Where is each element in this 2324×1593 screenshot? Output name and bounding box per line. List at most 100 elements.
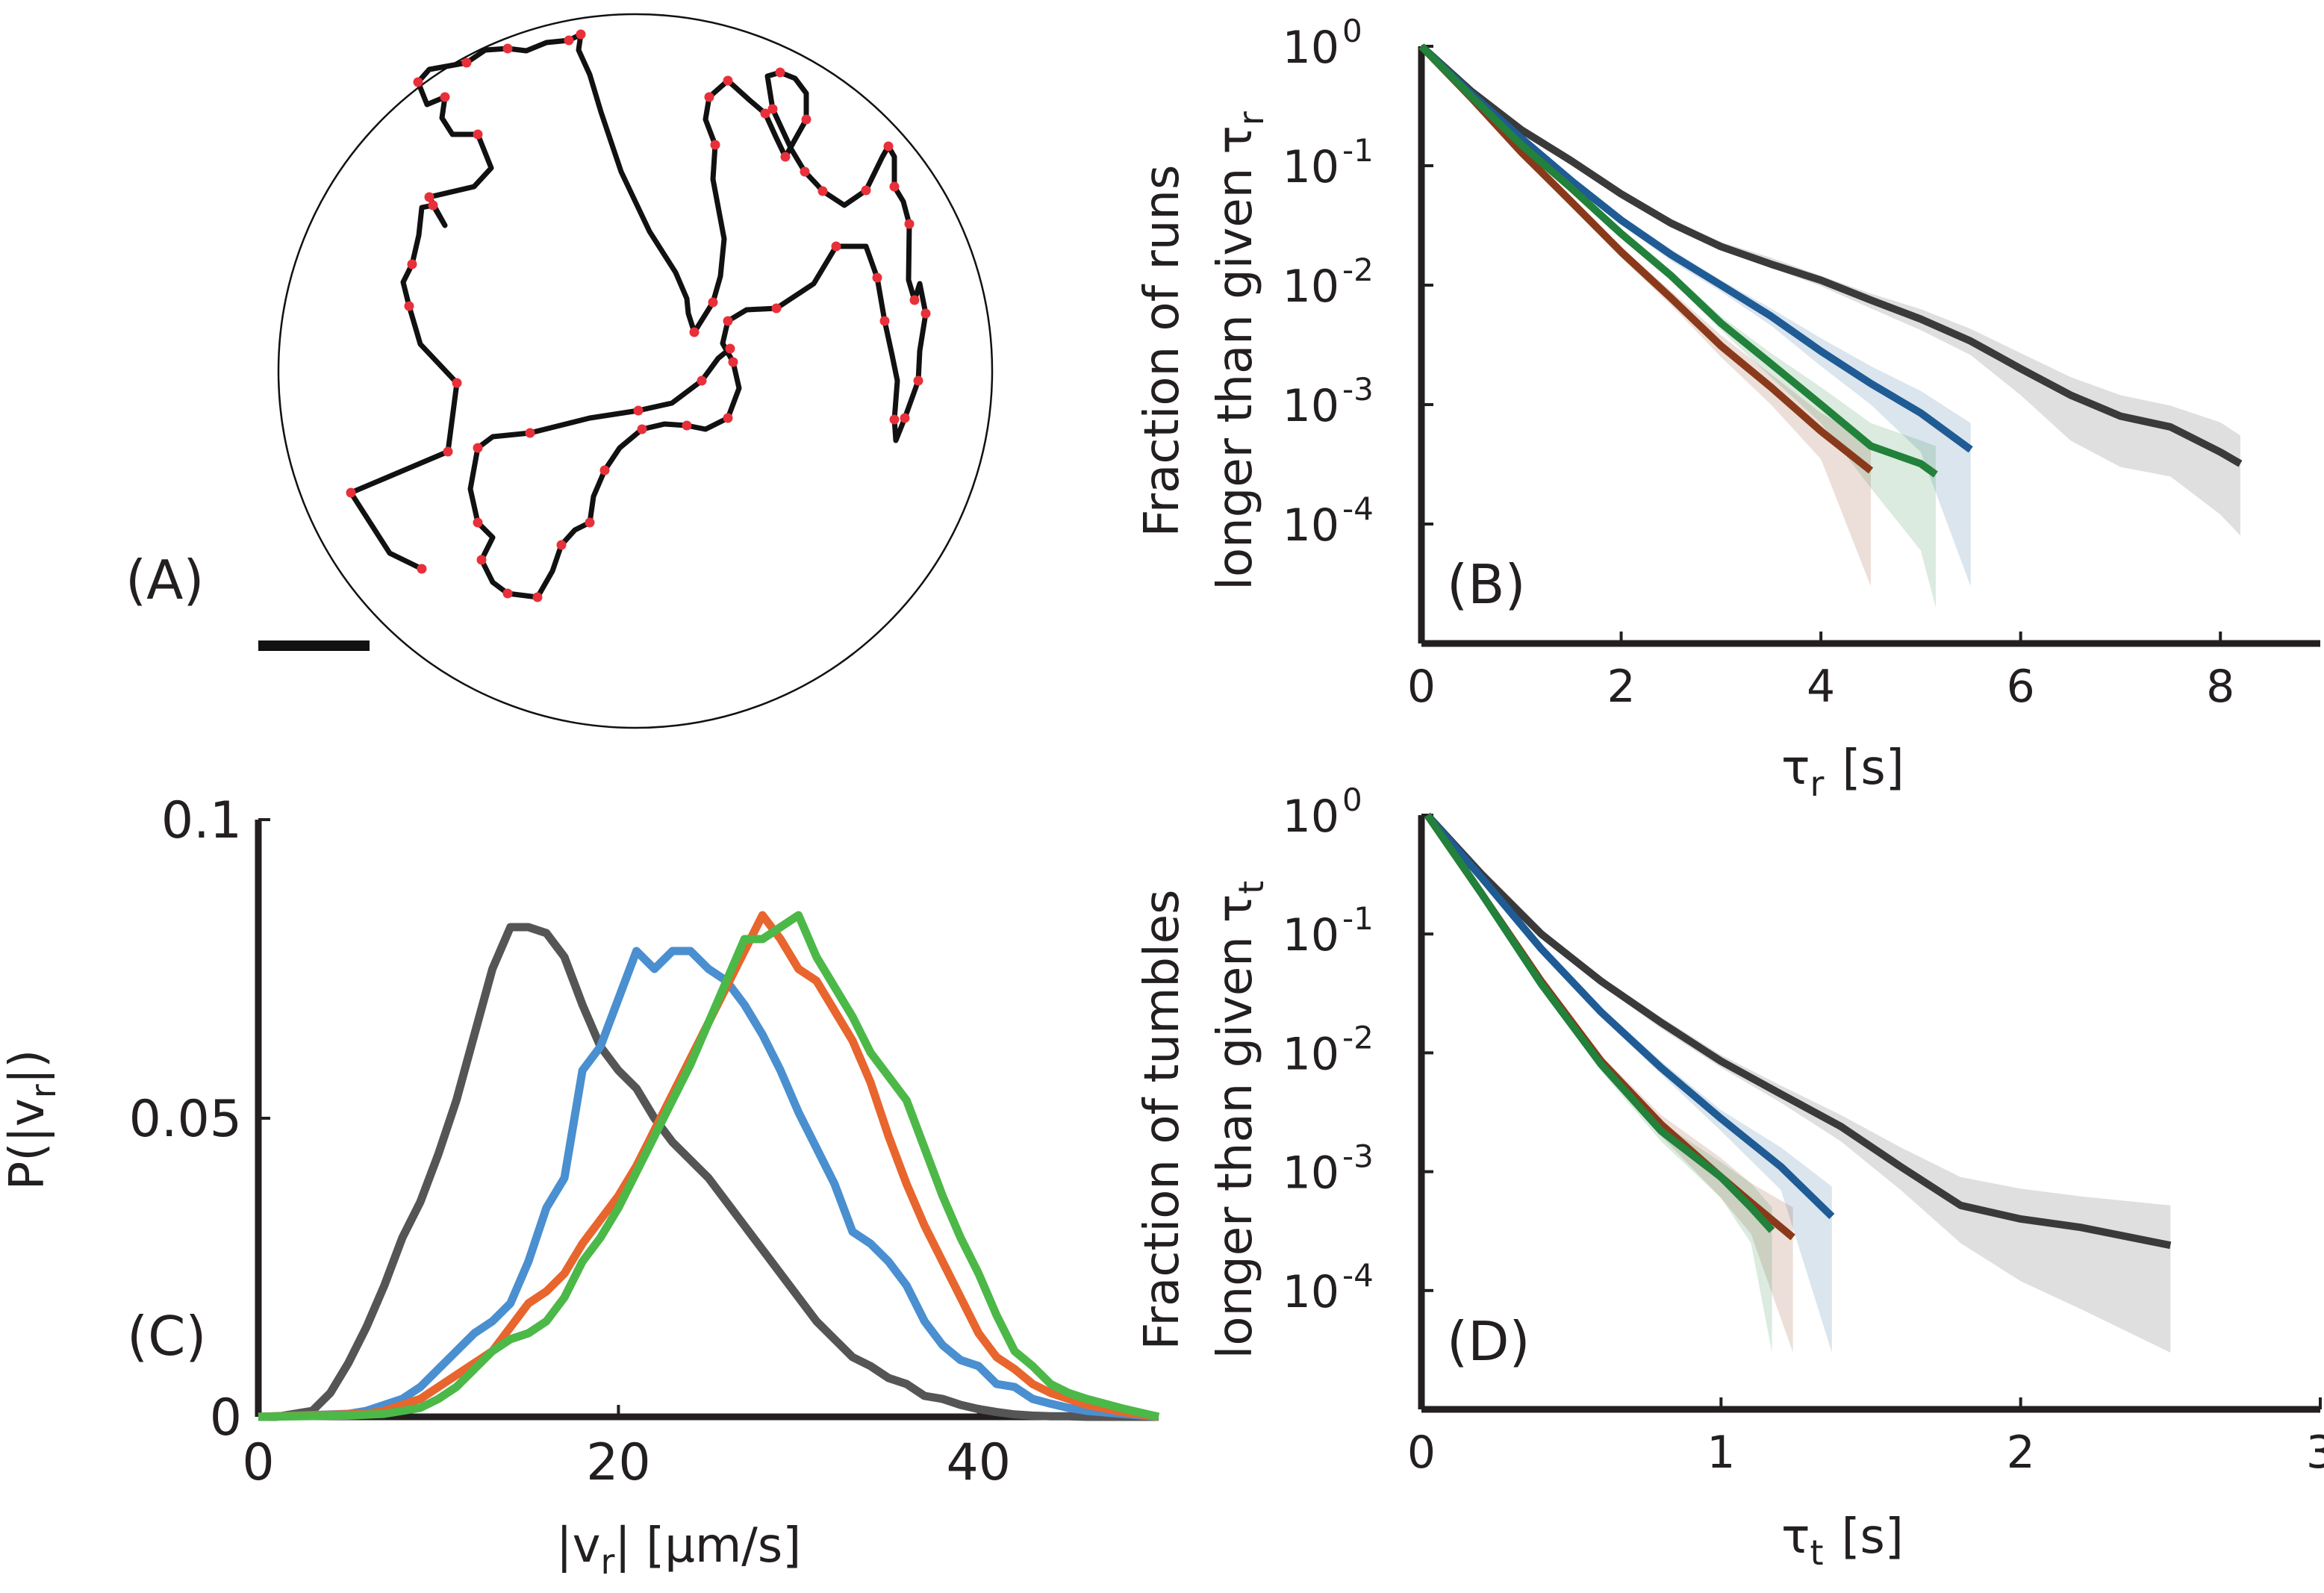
panel-d-ylabel: Fraction of tumbles longer than givenτt (1135, 881, 1271, 1359)
x-tick-label: 0 (1407, 1427, 1436, 1479)
x-tick-label: 2 (1607, 661, 1635, 713)
tumble-marker (800, 166, 810, 177)
tumble-marker (697, 375, 707, 386)
series-line-green (1424, 813, 1775, 1233)
series-line-blue (1418, 43, 1973, 453)
tumble-marker (861, 185, 871, 196)
tumble-marker (728, 357, 738, 367)
panel-c-series (258, 911, 1160, 1421)
panel-c-ticks: 0 20 40 0 0.05 0.1 (129, 791, 1011, 1492)
tumble-marker (417, 564, 427, 574)
series-line-green (1418, 43, 1938, 478)
tumble-marker (682, 420, 692, 431)
panel-b-ylabel-line1: Fraction of runs (1135, 165, 1190, 537)
tumble-marker (883, 141, 894, 152)
tumble-marker (461, 57, 472, 68)
tumble-marker (723, 413, 733, 423)
tumble-marker (879, 316, 890, 326)
x-tick-label: 0 (242, 1433, 274, 1492)
y-tick-exponent: 0 (1342, 13, 1362, 49)
tumble-marker (775, 67, 785, 78)
tumble-marker (780, 152, 791, 162)
tumble-marker (723, 316, 733, 326)
trajectory-path (348, 31, 929, 600)
y-tick-label: 10 (1283, 1028, 1339, 1080)
tumble-marker (440, 92, 450, 102)
tumble-marker (413, 77, 423, 87)
arena-boundary (277, 13, 994, 729)
tumble-marker (904, 219, 915, 229)
x-tick-label: 8 (2206, 661, 2234, 713)
tumble-marker (689, 327, 700, 337)
tumble-marker (404, 301, 414, 311)
confidence-band-orange (1421, 46, 1871, 587)
panel-d-series (1424, 812, 2172, 1353)
tumble-marker (710, 140, 720, 150)
panel-label-b: (B) (1447, 553, 1526, 616)
panel-d-xlabel: τt [s] (1781, 1509, 1904, 1573)
tumble-marker (801, 114, 811, 125)
tumble-marker (525, 428, 535, 438)
panel-b-ylabel: Fraction of runs longer than givenτr (1135, 111, 1271, 590)
tumble-marker (502, 43, 513, 54)
tumble-marker (913, 375, 923, 386)
panel-label-a: (A) (125, 549, 204, 611)
tumble-marker (502, 588, 513, 599)
tumble-marker (872, 272, 882, 283)
x-tick-label: 40 (947, 1433, 1012, 1492)
y-tick-label: 0 (210, 1388, 242, 1447)
tumble-marker (723, 75, 733, 86)
tumble-marker (428, 200, 438, 211)
y-tick-label: 10 (1283, 380, 1339, 432)
panel-d-ylabel-line2: longer than givenτt (1208, 881, 1271, 1359)
y-tick-label: 10 (1283, 909, 1339, 961)
tumble-marker (424, 192, 434, 202)
panel-c-ylabel: P(|vr|) (0, 1050, 63, 1190)
panel-label-d: (D) (1447, 1310, 1530, 1373)
y-tick-exponent: -4 (1342, 1257, 1374, 1294)
y-tick-exponent: -2 (1342, 252, 1374, 288)
tumble-marker (476, 555, 487, 565)
y-tick-exponent: -3 (1342, 371, 1374, 408)
panel-c: 0 20 40 0 0.05 0.1 |vr| [μm/s] P(|vr|) (C) (0, 791, 1160, 1582)
y-tick-label: 0.1 (161, 791, 242, 850)
panel-b-axes (1418, 46, 2320, 647)
y-tick-exponent: -3 (1342, 1138, 1374, 1175)
panel-b-series (1418, 43, 2243, 608)
y-tick-label: 10 (1283, 22, 1339, 74)
y-tick-exponent: -1 (1342, 900, 1374, 937)
y-tick-label: 10 (1283, 791, 1339, 843)
tumble-marker (889, 181, 900, 192)
y-tick-label: 10 (1283, 261, 1339, 313)
series-line-black (258, 923, 1159, 1421)
y-tick-exponent: 0 (1342, 782, 1362, 818)
confidence-band-black (1427, 815, 2171, 1353)
tumble-marker (817, 186, 828, 196)
tumble-marker (889, 414, 900, 425)
tumble-marker (767, 104, 778, 114)
x-tick-label: 2 (2007, 1427, 2035, 1479)
y-tick-label: 10 (1283, 499, 1339, 552)
series-line-green (258, 911, 1160, 1421)
y-tick-exponent: -2 (1342, 1019, 1374, 1056)
y-tick-label: 10 (1283, 141, 1339, 193)
tumble-marker (704, 92, 714, 102)
tumble-marker (909, 295, 920, 305)
series-line-black (1424, 812, 2172, 1250)
panel-a: (A) (125, 13, 994, 729)
tumble-marker (532, 592, 543, 602)
y-tick-label: 10 (1283, 1147, 1339, 1200)
x-tick-label: 6 (2007, 661, 2035, 713)
tumble-marker (599, 465, 610, 476)
tumble-marker (473, 517, 483, 528)
tumble-marker (637, 424, 647, 434)
tumble-marker (576, 29, 586, 40)
trajectory-group (346, 29, 931, 602)
tumble-marker (564, 35, 574, 46)
panel-c-xlabel: |vr| [μm/s] (556, 1518, 801, 1582)
series-line-blue (1424, 812, 1835, 1220)
